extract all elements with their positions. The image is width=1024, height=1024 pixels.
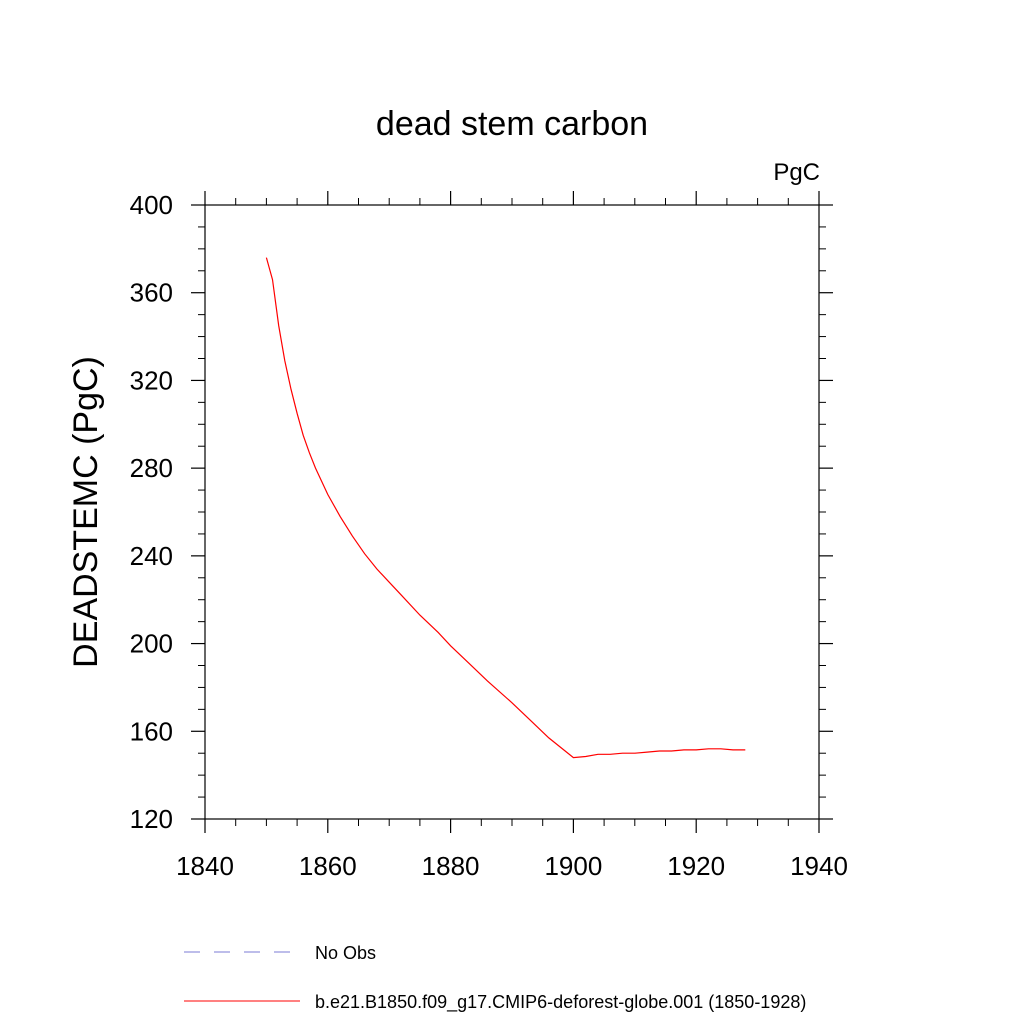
series-layer <box>265 257 746 759</box>
x-tick-label: 1840 <box>176 851 234 881</box>
y-tick-label: 280 <box>130 453 173 483</box>
y-tick-label: 160 <box>130 716 173 746</box>
x-tick-label: 1860 <box>299 851 357 881</box>
x-tick-label: 1880 <box>422 851 480 881</box>
y-tick-label: 360 <box>130 278 173 308</box>
legend-label-1: b.e21.B1850.f09_g17.CMIP6-deforest-globe… <box>315 992 806 1013</box>
chart-title: dead stem carbon <box>376 105 648 143</box>
x-tick-label: 1920 <box>667 851 725 881</box>
y-axis-label: DEADSTEMC (PgC) <box>67 356 105 668</box>
series-line-1 <box>265 257 746 759</box>
axis-ticks: 1840 1860 1880 1900 1920 1940 120 160 200 240 280 3… <box>130 190 848 881</box>
y-tick-label: 400 <box>130 190 173 220</box>
legend-label-0: No Obs <box>315 943 376 963</box>
units-label: PgC <box>773 159 820 186</box>
x-tick-label: 1940 <box>790 851 848 881</box>
plot-frame <box>204 204 820 820</box>
y-tick-label: 320 <box>130 365 173 395</box>
y-tick-label: 120 <box>130 804 173 834</box>
y-tick-label: 240 <box>130 541 173 571</box>
legend: No Obs b.e21.B1850.f09_g17.CMIP6-deforest… <box>184 943 806 1013</box>
y-tick-label: 200 <box>130 629 173 659</box>
x-tick-label: 1900 <box>544 851 602 881</box>
